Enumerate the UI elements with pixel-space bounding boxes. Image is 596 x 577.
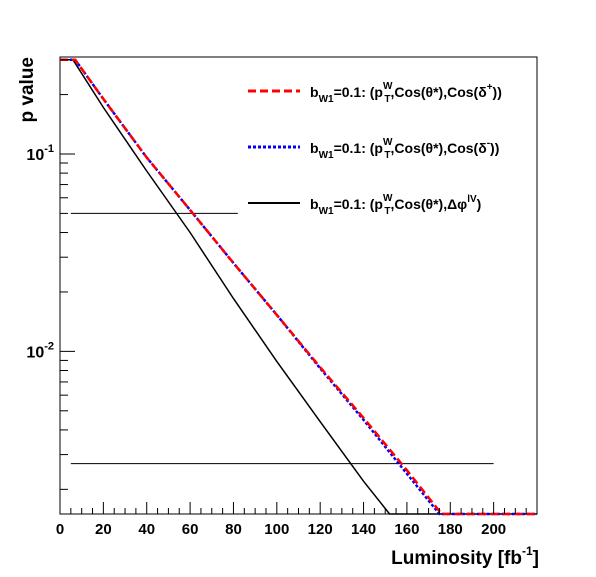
x-tick-label: 200 (481, 521, 506, 538)
legend-label-2: bW1=0.1: (pW T,Cos(θ*),Cos(δ-)) (310, 137, 499, 161)
x-tick-label: 180 (438, 521, 463, 538)
x-tick-label: 0 (56, 521, 64, 538)
series-line-1 (60, 58, 537, 516)
y-tick-label: 10-2 (26, 340, 54, 361)
x-axis-label: Luminosity [fb-1] (391, 544, 539, 569)
y-tick-label: 10-1 (26, 143, 54, 164)
x-tick-label: 60 (182, 521, 199, 538)
legend-label-1: bW1=0.1: (pW T,Cos(θ*),Cos(δ+)) (310, 81, 502, 105)
y-axis: 10-1 10-2 (26, 59, 75, 490)
series-line-2 (60, 58, 537, 516)
series-line-3 (60, 59, 537, 515)
x-tick-label: 160 (394, 521, 419, 538)
x-tick-label: 80 (225, 521, 242, 538)
x-tick-label: 20 (95, 521, 112, 538)
x-axis: 0 20 40 60 80 100 120 140 160 180 200 (56, 502, 538, 538)
legend: bW1=0.1: (pW T,Cos(θ*),Cos(δ+)) bW1=0.1: (… (248, 81, 502, 217)
y-axis-label: p value (17, 57, 38, 122)
x-tick-label: 140 (351, 521, 376, 538)
series-layer (60, 58, 537, 516)
reference-lines (70, 212, 494, 465)
legend-label-3: bW1=0.1: (pW T,Cos(θ*),ΔφlV) (310, 193, 481, 217)
x-tick-label: 120 (308, 521, 333, 538)
x-tick-label: 100 (264, 521, 289, 538)
x-tick-label: 40 (138, 521, 155, 538)
plot-frame (59, 56, 538, 515)
